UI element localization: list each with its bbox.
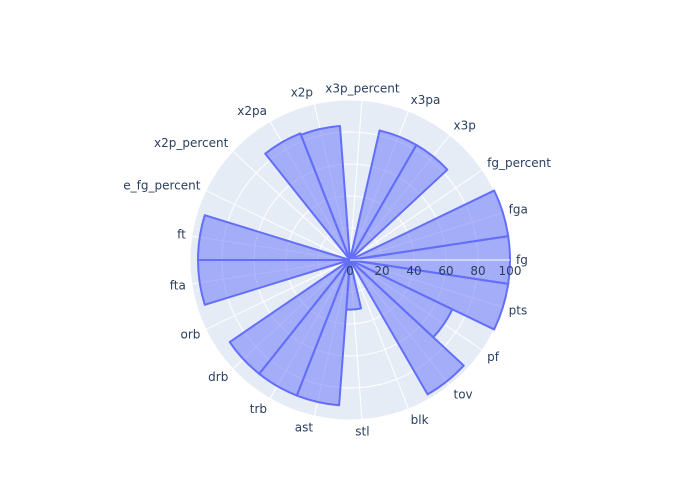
bar-x3pa[interactable] (349, 129, 418, 261)
angular-label-fg: fg (516, 253, 528, 267)
bar-x2pa[interactable] (264, 132, 351, 261)
grid-spoke (349, 259, 409, 410)
angular-label-blk: blk (411, 413, 429, 427)
bar-tov[interactable] (349, 259, 465, 396)
grid-spoke (205, 190, 351, 261)
angular-label-pf: pf (487, 350, 500, 364)
radial-tick-label: 20 (374, 264, 389, 278)
angular-label-fg-percent: fg_percent (487, 156, 551, 170)
bar-pts[interactable] (349, 259, 510, 331)
radial-tick-label: 100 (499, 264, 522, 278)
angular-label-fga: fga (509, 202, 528, 216)
angular-label-drb: drb (208, 370, 228, 384)
angular-label-x2p: x2p (291, 85, 313, 99)
angular-label-x3pa: x3pa (411, 93, 441, 107)
grid-spoke (349, 169, 483, 261)
angular-label-x2p-percent: x2p_percent (154, 136, 229, 150)
grid-spoke (232, 150, 351, 261)
angular-label-x3p: x3p (453, 119, 475, 133)
angular-label-x2pa: x2pa (237, 104, 267, 118)
angular-label-orb: orb (181, 328, 201, 342)
angular-label-trb: trb (250, 402, 267, 416)
grid-spoke (349, 100, 363, 261)
angular-label-ast: ast (295, 421, 314, 435)
bar-stl[interactable] (345, 259, 363, 311)
angular-label-tov: tov (453, 387, 472, 401)
bar-fga[interactable] (349, 189, 510, 261)
bar-layer (197, 124, 511, 407)
radial-tick-label: 60 (438, 264, 453, 278)
angular-label-x3p-percent: x3p_percent (325, 81, 400, 95)
angular-label-pts: pts (509, 304, 528, 318)
angular-label-stl: stl (355, 425, 369, 439)
radial-tick-label: 80 (470, 264, 485, 278)
radial-axis: 0 20 40 60 80 100 (346, 259, 522, 278)
radial-tick-label: 40 (406, 264, 421, 278)
angular-label-e-fg-percent: e_fg_percent (123, 178, 200, 192)
angular-label-fta: fta (170, 279, 186, 293)
bar-ast[interactable] (295, 259, 351, 407)
grid-spoke (205, 259, 351, 330)
bar-fta[interactable] (197, 259, 351, 306)
radial-tick-label: 0 (346, 264, 354, 278)
angular-axis-labels: fg fga fg_percent x3p x3pa x3p_percent x2p x2pa… (123, 81, 551, 438)
angular-label-ft: ft (177, 227, 186, 241)
